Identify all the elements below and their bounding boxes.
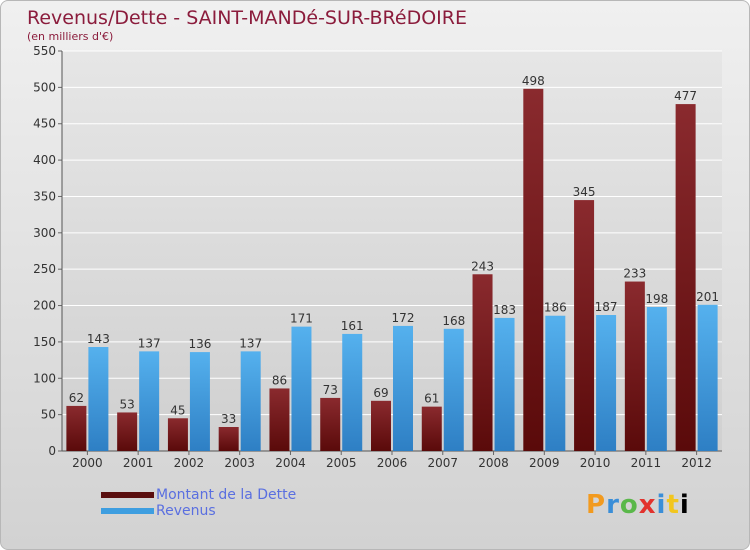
bar-debt [472, 274, 493, 451]
data-label-debt: 86 [272, 373, 287, 387]
y-tick-label: 0 [48, 444, 56, 458]
chart-title: Revenus/Dette - SAINT-MANDé-SUR-BRéDOIRE [27, 7, 467, 29]
logo-letter: r [606, 490, 620, 520]
bar-debt [624, 281, 645, 451]
x-tick-label: 2005 [326, 456, 357, 470]
x-tick-label: 2000 [72, 456, 103, 470]
data-label-debt: 345 [573, 185, 596, 199]
proxiti-logo: Proxiti [586, 490, 690, 520]
data-label-revenue: 171 [290, 312, 313, 326]
data-label-revenue: 201 [696, 290, 719, 304]
bar-revenue [646, 307, 667, 451]
y-tick-label: 450 [33, 117, 56, 131]
data-label-revenue: 183 [493, 303, 516, 317]
y-tick-label: 300 [33, 226, 56, 240]
x-tick-label: 2011 [631, 456, 662, 470]
logo-letter: x [638, 490, 657, 520]
y-tick-label: 400 [33, 153, 56, 167]
data-label-revenue: 187 [595, 300, 618, 314]
data-label-revenue: 143 [87, 332, 110, 346]
y-tick-label: 550 [33, 44, 56, 58]
logo-letter: i [679, 490, 690, 520]
data-label-revenue: 172 [392, 311, 415, 325]
logo-letter: i [656, 490, 667, 520]
y-tick-label: 150 [33, 335, 56, 349]
bar-revenue [291, 326, 312, 451]
bar-debt [117, 412, 138, 451]
bar-debt [371, 400, 391, 451]
x-tick-label: 2006 [377, 456, 408, 470]
bar-revenue [393, 325, 413, 451]
x-tick-label: 2001 [123, 456, 154, 470]
y-tick-label: 50 [41, 408, 56, 422]
logo-letter: t [666, 490, 680, 520]
bar-debt [574, 200, 595, 451]
bar-debt [269, 388, 290, 451]
data-label-debt: 53 [120, 397, 135, 411]
legend-label-revenue: Revenus [156, 503, 216, 519]
data-label-debt: 45 [170, 403, 185, 417]
x-tick-label: 2007 [427, 456, 458, 470]
bar-debt [167, 418, 188, 451]
data-label-revenue: 198 [645, 292, 668, 306]
data-label-debt: 62 [69, 391, 84, 405]
bar-revenue [443, 328, 464, 451]
bar-revenue [596, 315, 617, 451]
x-tick-label: 2009 [529, 456, 560, 470]
bar-revenue [697, 304, 718, 451]
legend: Montant de la Dette Revenus [101, 487, 296, 519]
y-tick-label: 200 [33, 299, 56, 313]
data-label-revenue: 168 [442, 314, 465, 328]
bar-debt [523, 88, 544, 452]
data-label-revenue: 137 [138, 336, 161, 350]
legend-swatch-revenue [101, 508, 154, 514]
data-label-debt: 33 [221, 412, 236, 426]
bar-revenue [342, 333, 363, 451]
plot-area [62, 51, 722, 451]
bar-debt [320, 397, 341, 451]
bar-revenue [139, 351, 160, 451]
data-label-debt: 498 [522, 74, 545, 88]
legend-item-debt: Montant de la Dette [101, 487, 296, 503]
legend-swatch-debt [101, 492, 154, 498]
x-tick-label: 2002 [174, 456, 205, 470]
y-tick-label: 250 [33, 262, 56, 276]
legend-item-revenue: Revenus [101, 503, 296, 519]
data-label-revenue: 161 [341, 319, 364, 333]
x-tick-label: 2004 [275, 456, 306, 470]
logo-letter: o [619, 490, 639, 520]
chart-subtitle: (en milliers d'€) [27, 30, 114, 43]
y-tick-label: 500 [33, 80, 56, 94]
bar-debt [66, 405, 87, 451]
data-label-debt: 69 [373, 386, 388, 400]
data-label-debt: 61 [424, 392, 439, 406]
x-tick-label: 2012 [681, 456, 712, 470]
data-label-debt: 233 [623, 267, 646, 281]
bar-revenue [189, 352, 210, 451]
x-tick-label: 2003 [224, 456, 255, 470]
data-label-debt: 73 [323, 383, 338, 397]
bar-revenue [88, 347, 109, 451]
bar-revenue [494, 317, 515, 451]
y-tick-label: 100 [33, 371, 56, 385]
data-label-revenue: 136 [188, 337, 211, 351]
bar-debt [675, 104, 696, 451]
x-tick-label: 2010 [580, 456, 611, 470]
logo-letter: P [586, 490, 607, 520]
bar-revenue [545, 315, 566, 451]
data-label-debt: 477 [674, 89, 697, 103]
data-label-debt: 243 [471, 259, 494, 273]
x-tick-label: 2008 [478, 456, 509, 470]
bar-revenue [240, 351, 261, 451]
data-label-revenue: 186 [544, 301, 567, 315]
legend-label-debt: Montant de la Dette [156, 487, 297, 503]
bar-debt [218, 427, 239, 451]
data-label-revenue: 137 [239, 336, 262, 350]
bar-debt [421, 406, 442, 451]
y-tick-label: 350 [33, 189, 56, 203]
